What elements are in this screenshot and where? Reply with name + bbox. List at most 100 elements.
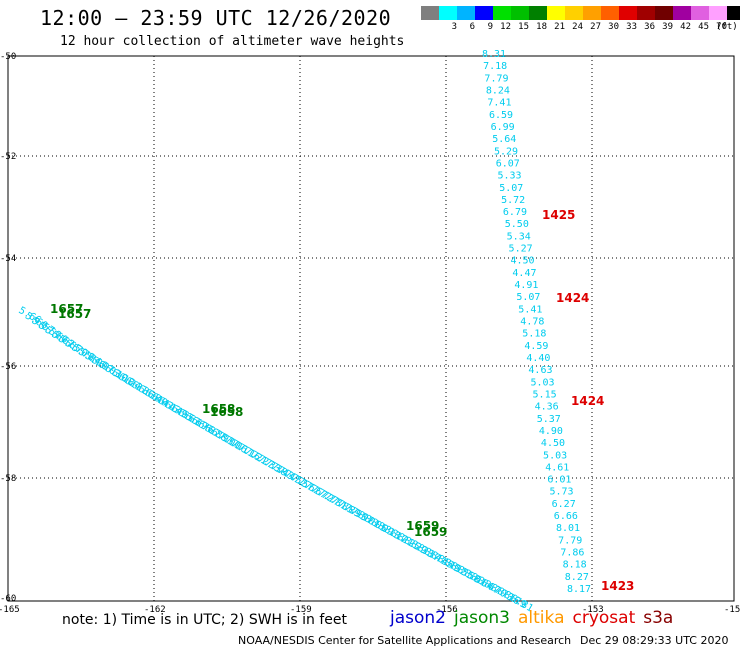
latitude-label: -54 <box>0 254 16 264</box>
legend-label: 21 <box>554 22 565 32</box>
cryosat-measurement: 5.03 <box>543 450 567 461</box>
cryosat-measurement: 8.01 <box>556 523 580 534</box>
jason3-time-label: 1657 <box>50 302 83 316</box>
legend-label: 15 <box>518 22 529 32</box>
legend-label: 27 <box>590 22 601 32</box>
legend-label: 6 <box>469 22 475 32</box>
cryosat-measurement: 6.01 <box>547 475 571 486</box>
cryosat-measurement: 5.29 <box>494 146 518 157</box>
longitude-label: -162 <box>144 605 166 615</box>
legend-swatch <box>583 6 601 20</box>
cryosat-measurement: 6.07 <box>496 158 520 169</box>
legend-swatch <box>655 6 673 20</box>
legend-swatch <box>421 6 439 20</box>
cryosat-measurement: 5.03 <box>530 377 554 388</box>
cryosat-measurement: 5.64 <box>492 134 516 145</box>
cryosat-measurement: 4.47 <box>512 268 536 279</box>
satellite-cryosat: cryosat <box>572 608 636 628</box>
jason3-time-label: 1657 <box>58 307 91 321</box>
cryosat-measurement: 4.59 <box>524 341 548 352</box>
cryosat-measurement: 5.18 <box>522 329 546 340</box>
cryosat-measurement: 4.50 <box>510 256 534 267</box>
map-title: 12:00 – 23:59 UTC 12/26/2020 <box>40 6 392 30</box>
cryosat-measurement: 6.99 <box>491 122 515 133</box>
cryosat-measurement: 5.07 <box>516 292 540 303</box>
cryosat-measurement: 5.73 <box>549 487 573 498</box>
cryosat-measurement: 6.27 <box>552 499 576 510</box>
legend-swatch <box>601 6 619 20</box>
cryosat-measurement: 5.41 <box>518 304 542 315</box>
cryosat-measurement: 4.61 <box>545 462 569 473</box>
legend-label: 39 <box>662 22 673 32</box>
legend-label: 33 <box>626 22 637 32</box>
latitude-label: -60 <box>0 594 16 604</box>
cryosat-measurement: 8.31 <box>482 49 506 60</box>
jason3-time-label: 1658 <box>202 402 235 416</box>
cryosat-measurement: 6.79 <box>503 207 527 218</box>
cryosat-measurement: 4.50 <box>541 438 565 449</box>
cryosat-measurement: 4.40 <box>526 353 550 364</box>
legend-label: 45 <box>698 22 709 32</box>
cryosat-measurement: 8.17 <box>567 584 591 595</box>
cryosat-measurement: 4.90 <box>539 426 563 437</box>
legend-swatch <box>691 6 709 20</box>
footnote: note: 1) Time is in UTC; 2) SWH is in fe… <box>62 612 348 628</box>
cryosat-measurement: 7.79 <box>558 535 582 546</box>
cryosat-measurement: 5.37 <box>537 414 561 425</box>
cryosat-measurement: 5.27 <box>509 244 533 255</box>
cryosat-measurement: 5.07 <box>499 183 523 194</box>
cryosat-measurement: 4.78 <box>520 317 544 328</box>
longitude-label: -165 <box>0 605 20 615</box>
cryosat-time-label: 1425 <box>542 208 575 222</box>
cryosat-measurement: 8.27 <box>565 572 589 583</box>
longitude-label: -153 <box>582 605 604 615</box>
color-legend-bar <box>421 6 740 20</box>
longitude-label: -150 <box>724 605 740 615</box>
legend-label: 12 <box>500 22 511 32</box>
satellite-s3a: s3a <box>643 608 674 628</box>
satellite-altika: altika <box>518 608 565 628</box>
legend-swatch <box>727 6 740 20</box>
legend-swatch <box>565 6 583 20</box>
legend-swatch <box>673 6 691 20</box>
cryosat-measurement: 4.91 <box>514 280 538 291</box>
map-subtitle: 12 hour collection of altimeter wave hei… <box>60 34 405 49</box>
cryosat-measurement: 5.50 <box>505 219 529 230</box>
legend-swatch <box>457 6 475 20</box>
satellite-jason2: jason2 <box>390 608 446 628</box>
satellite-jason3: jason3 <box>454 608 510 628</box>
cryosat-measurement: 5.33 <box>497 171 521 182</box>
latitude-label: -52 <box>0 152 16 162</box>
legend-label: 9 <box>487 22 493 32</box>
cryosat-time-label: 1424 <box>556 291 589 305</box>
longitude-label: -156 <box>436 605 458 615</box>
legend-label: 3 <box>451 22 457 32</box>
legend-swatch <box>439 6 457 20</box>
generation-timestamp: Dec 29 08:29:33 UTC 2020 <box>580 634 729 647</box>
legend-swatch <box>619 6 637 20</box>
legend-label: 70 <box>716 22 727 32</box>
legend-swatch <box>547 6 565 20</box>
legend-label: 30 <box>608 22 619 32</box>
cryosat-measurement: 5.72 <box>501 195 525 206</box>
cryosat-measurement: 8.24 <box>486 85 510 96</box>
cryosat-measurement: 4.63 <box>528 365 552 376</box>
cryosat-time-label: 1423 <box>601 579 634 593</box>
legend-swatch <box>475 6 493 20</box>
jason3-time-label: 1658 <box>210 405 243 419</box>
map-frame <box>7 55 735 602</box>
latitude-label: -50 <box>0 52 16 62</box>
legend-label: 42 <box>680 22 691 32</box>
latitude-label: -58 <box>0 474 16 484</box>
cryosat-measurement: 7.41 <box>487 98 511 109</box>
legend-swatch <box>709 6 727 20</box>
jason3-time-label: 1659 <box>414 525 447 539</box>
cryosat-measurement: 8.18 <box>563 560 587 571</box>
longitude-label: -159 <box>290 605 312 615</box>
color-legend-labels: 3 6 9 12 15 18 21 24 27 30 33 36 39 42 45 70 <box>421 22 727 32</box>
satellite-legend: jason2 jason3 altika cryosat s3a <box>390 608 673 628</box>
legend-label: 36 <box>644 22 655 32</box>
cryosat-measurement: 7.18 <box>483 61 507 72</box>
cryosat-measurement: 7.86 <box>560 548 584 559</box>
